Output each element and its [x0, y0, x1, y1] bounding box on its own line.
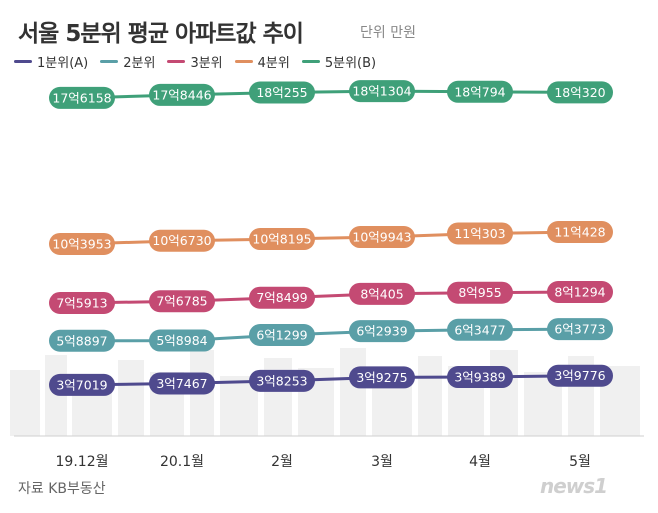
data-label: 18억794 — [454, 84, 505, 99]
x-tick-label: 2월 — [271, 454, 293, 470]
data-label: 3억9275 — [356, 370, 407, 385]
data-label: 10억6730 — [152, 233, 211, 248]
data-label: 5억8984 — [156, 333, 207, 348]
data-label: 8억1294 — [554, 285, 605, 300]
data-label: 5억8897 — [56, 333, 107, 348]
data-label: 8억405 — [360, 286, 403, 301]
x-tick-label: 4월 — [469, 454, 491, 470]
data-label: 6억3477 — [454, 322, 505, 337]
x-tick-label: 5월 — [569, 454, 591, 470]
x-tick-label: 19.12월 — [56, 454, 109, 470]
data-label: 3억9389 — [454, 370, 505, 385]
data-label: 6억1299 — [256, 328, 307, 343]
series-5: 17억6158 17억8446 18억255 18억1304 18억794 18억320 — [49, 80, 613, 109]
data-label: 3억7467 — [156, 376, 207, 391]
line-chart: 3억7019 3억7467 3억8253 3억9275 3억9389 3억9776 5억88… — [0, 0, 658, 513]
series-2: 5억8897 5억8984 6억1299 6억2939 6억3477 6억3773 — [49, 318, 613, 352]
data-label: 6억3773 — [554, 322, 605, 337]
data-label: 6억2939 — [356, 324, 407, 339]
news1-logo: news1 — [540, 474, 607, 498]
data-label: 10억9943 — [352, 230, 411, 245]
data-label: 17억6158 — [52, 90, 111, 105]
data-label: 7억6785 — [156, 294, 207, 309]
data-label: 11억428 — [554, 225, 605, 240]
series-3: 7억5913 7억6785 7억8499 8억405 8억955 8억1294 — [49, 281, 613, 314]
data-label: 18억255 — [256, 85, 307, 100]
data-label: 18억1304 — [352, 84, 411, 99]
data-label: 10억3953 — [52, 236, 111, 251]
data-label: 3억8253 — [256, 373, 307, 388]
x-tick-label: 3월 — [371, 454, 393, 470]
data-label: 3억9776 — [554, 368, 605, 383]
data-label: 7억5913 — [56, 295, 107, 310]
data-label: 10억8195 — [252, 232, 311, 247]
data-label: 11억303 — [454, 226, 505, 241]
x-tick-label: 20.1월 — [160, 454, 204, 470]
source-label: 자료 KB부동산 — [18, 478, 106, 498]
series-4: 10억3953 10억6730 10억8195 10억9943 11억303 11억428 — [49, 221, 613, 255]
data-label: 3억7019 — [56, 377, 107, 392]
data-label: 8억955 — [458, 285, 501, 300]
data-label: 18억320 — [554, 85, 605, 100]
data-label: 17억8446 — [152, 87, 211, 102]
data-label: 7억8499 — [256, 290, 307, 305]
